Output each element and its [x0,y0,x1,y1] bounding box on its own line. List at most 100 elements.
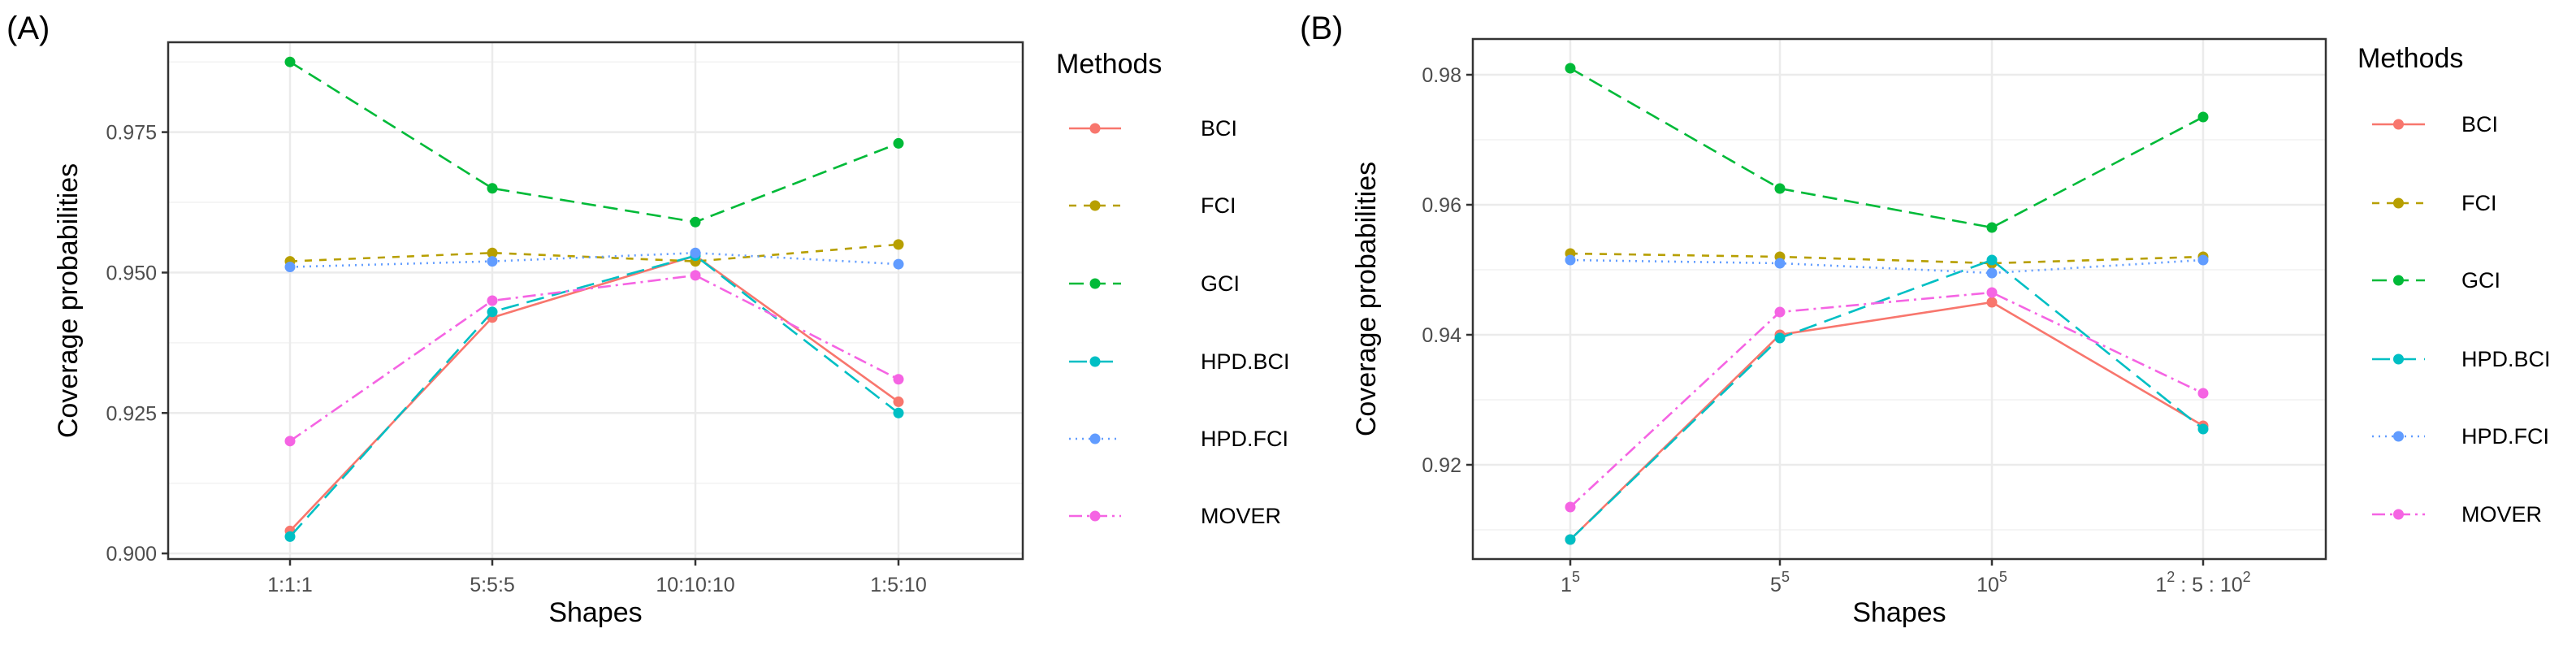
y-tick-label: 0.94 [1422,324,1461,347]
x-axis-title: Shapes [548,597,642,628]
data-point-mover [1565,501,1576,513]
legend-label: BCI [2461,112,2498,137]
data-point-hpd-bci [284,531,296,542]
data-point-hpd-bci [893,407,904,418]
legend-key-point [2393,509,2404,520]
y-tick-label: 0.925 [106,402,157,425]
data-point-gci [690,216,701,228]
legend-key [1069,200,1121,211]
x-tick-label: 105 [1976,569,2007,596]
data-point-mover [893,374,904,385]
series-line-hpd-bci [1569,258,2204,540]
legend-label: HPD.BCI [1201,349,1290,374]
data-point-gci [893,137,904,149]
legend-key [2372,431,2425,442]
data-point-mover [690,270,701,281]
legend-label: HPD.BCI [2461,347,2551,371]
legend-label: FCI [1201,193,1236,218]
data-point-gci [284,56,296,67]
legend-key [2372,275,2425,286]
legend-title: Methods [1056,49,1162,80]
y-tick-label: 0.96 [1422,194,1461,217]
legend: Methods BCI FCI GCI HPD.BCI HPD.FCI MOVER [1056,49,1290,528]
legend-key [1069,510,1121,522]
legend-key [1069,433,1121,444]
series-line-hpd-fci [289,251,899,268]
x-tick-label: 12 : 5 : 102 [2155,569,2250,596]
data-point-hpd-bci [1774,332,1786,344]
plot-border [1471,37,2327,561]
legend-label: FCI [2461,191,2497,215]
data-point-mover [2197,388,2209,399]
series-line-hpd-fci [1569,258,2204,275]
legend-label: GCI [2461,268,2500,293]
data-point-mover [1986,287,1998,298]
data-point-bci [1986,297,1998,308]
legend-key-point [1089,510,1101,522]
legend-key [1069,356,1121,367]
data-point-mover [487,295,498,306]
data-point-hpd-fci [284,262,296,273]
series-line-mover [289,274,899,442]
x-tick-label: 55 [1770,569,1790,596]
data-point-hpd-fci [1774,258,1786,269]
legend-label: MOVER [2461,502,2542,527]
legend-key [2372,119,2425,130]
y-tick-label: 0.900 [106,543,157,566]
legend-key-point [2393,119,2404,130]
panel-label: (A) [6,11,50,46]
legend-key [2372,509,2425,520]
legend-key-point [1089,278,1101,289]
data-point-hpd-bci [1986,254,1998,266]
data-point-hpd-bci [487,306,498,318]
data-point-hpd-fci [893,258,904,270]
x-tick-label: 1:1:1 [267,574,313,596]
series-line-hpd-bci [289,254,899,538]
data-point-hpd-fci [2197,254,2209,266]
data-point-hpd-fci [1986,267,1998,279]
legend-key-point [1089,433,1101,444]
legend-label: BCI [1201,116,1237,141]
series-line-gci [1569,67,2204,229]
data-point-hpd-bci [2197,423,2209,435]
data-point-gci [487,183,498,194]
chart-panel-b: (B) 0.92 0.94 0.96 0.98 15 55 105 12 : 5 : 102 Sh… [1300,11,2551,628]
series-line-mover [1569,291,2204,508]
series-line-gci [289,61,899,223]
legend-label: HPD.FCI [1201,427,1288,451]
data-point-fci [487,247,498,258]
y-tick-label: 0.92 [1422,454,1461,477]
data-point-hpd-bci [1565,534,1576,545]
series-line-fci [1569,252,2204,265]
data-point-hpd-fci [1565,254,1576,266]
chart-panel-a: (A) 0.900 0.925 0.950 0.975 1:1:1 5:5:5 10:10:1… [6,11,1290,628]
y-axis-title: Coverage probabilities [1351,162,1382,436]
x-tick-label: 1:5:10 [870,574,927,596]
plot-background [1473,39,2326,559]
legend-key [2372,197,2425,209]
data-point-hpd-fci [487,256,498,267]
plot-border [167,41,1024,561]
legend-key [1069,123,1121,134]
legend-label: MOVER [1201,504,1281,528]
legend-key-point [1089,356,1101,367]
legend-title: Methods [2357,43,2463,74]
data-point-gci [2197,111,2209,123]
data-point-bci [893,396,904,407]
series-line-bci [1569,301,2204,540]
data-point-mover [1774,306,1786,318]
legend-key [2372,353,2425,365]
data-point-mover [284,436,296,447]
legend-key-point [1089,123,1101,134]
legend-key-point [1089,200,1101,211]
legend-label: HPD.FCI [2461,424,2549,449]
legend-key-point [2393,431,2404,442]
legend: Methods BCI FCI GCI HPD.BCI HPD.FCI MOVER [2357,43,2551,527]
y-tick-label: 0.950 [106,262,157,284]
panel-label: (B) [1300,11,1343,46]
x-tick-label: 15 [1561,569,1580,596]
legend-key [1069,278,1121,289]
data-point-gci [1565,63,1576,74]
x-tick-label: 10:10:10 [656,574,734,596]
